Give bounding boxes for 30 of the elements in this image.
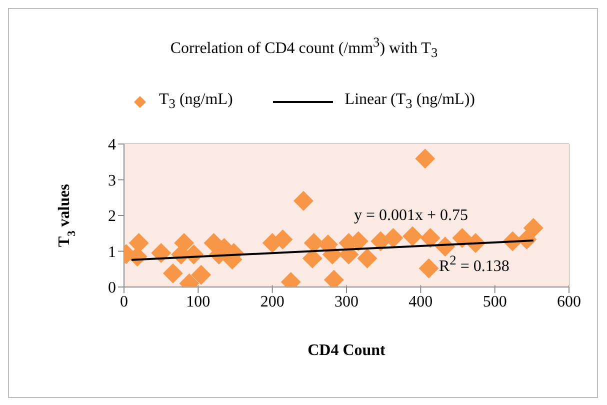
chart-title: Correlation of CD4 count (/mm$^{3}$) with T$_{3}$ xyxy=(170,35,438,61)
point xyxy=(383,228,404,248)
y-tick-label: 3 xyxy=(108,172,116,190)
x-tick-label: 500 xyxy=(482,293,507,310)
y-tick-label: 0 xyxy=(108,280,116,297)
point xyxy=(420,228,440,248)
point xyxy=(402,226,423,246)
point xyxy=(523,218,544,238)
point xyxy=(191,264,212,285)
x-tick-label: 0 xyxy=(120,293,128,310)
y-tick-label: 1 xyxy=(108,244,116,261)
x-tick-label: 100 xyxy=(186,293,210,310)
point xyxy=(302,248,322,268)
y-tick-label: 2 xyxy=(108,208,116,226)
point xyxy=(357,248,378,268)
point xyxy=(293,190,314,211)
legend-label: T$_{3}$ (ng/mL) xyxy=(159,91,233,112)
y-tick-label: 4 xyxy=(108,136,116,154)
x-tick-label: 400 xyxy=(408,293,433,310)
x-tick-label: 600 xyxy=(557,293,581,310)
point xyxy=(418,258,439,278)
annotation: R$^{2}$ = 0.138 xyxy=(439,253,510,276)
x-tick-label: 200 xyxy=(260,293,284,310)
x-axis-title: CD4 Count xyxy=(308,342,386,359)
annotation: y = 0.001x + 0.75 xyxy=(354,207,468,224)
legend-label: Linear (T$_{3}$ (ng/mL)) xyxy=(344,91,475,112)
x-tick-label: 300 xyxy=(334,293,358,310)
point xyxy=(162,263,183,284)
point xyxy=(151,243,172,264)
point xyxy=(415,148,436,169)
